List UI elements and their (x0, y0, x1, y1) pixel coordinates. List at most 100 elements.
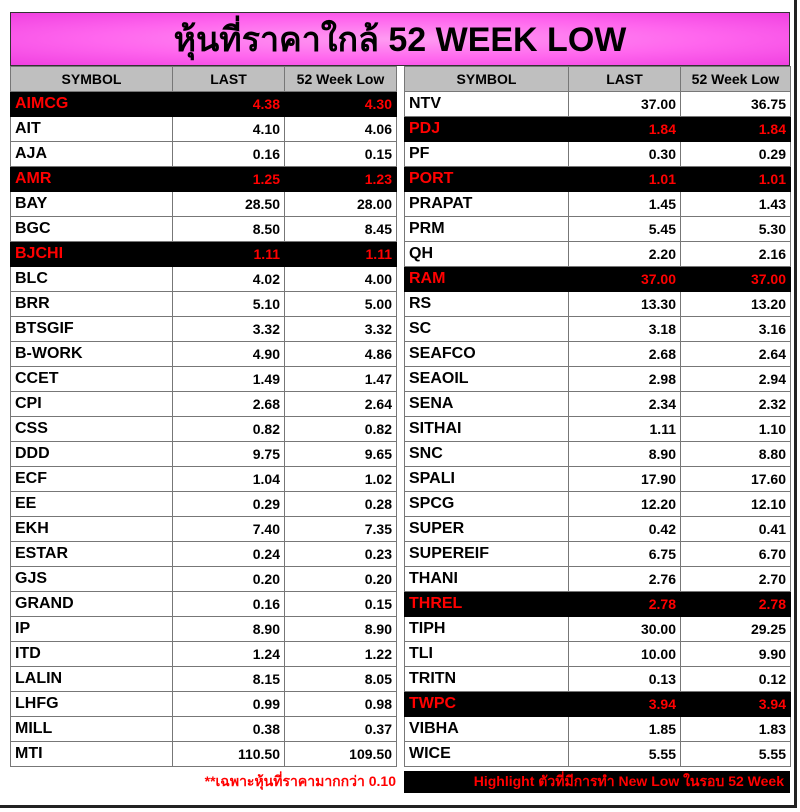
week-low-cell: 0.82 (284, 416, 397, 442)
symbol-cell: B-WORK (10, 341, 173, 367)
table-row: DDD 9.75 9.65 (10, 441, 397, 467)
table-row: SITHAI 1.11 1.10 (404, 416, 791, 442)
week-low-cell: 4.00 (284, 266, 397, 292)
last-price-cell: 0.38 (172, 716, 285, 742)
left-stock-table: SYMBOL LAST 52 Week Low AIMCG 4.38 4.30 AIT… (10, 66, 397, 767)
symbol-cell: IP (10, 616, 173, 642)
last-price-cell: 1.01 (568, 166, 681, 192)
symbol-cell: BTSGIF (10, 316, 173, 342)
table-row: RS 13.30 13.20 (404, 291, 791, 317)
week-low-cell: 36.75 (680, 91, 791, 117)
symbol-cell: SPCG (404, 491, 569, 517)
table-row: SC 3.18 3.16 (404, 316, 791, 342)
symbol-cell: BLC (10, 266, 173, 292)
table-row: GJS 0.20 0.20 (10, 566, 397, 592)
table-row: MTI 110.50 109.50 (10, 741, 397, 767)
week-low-cell: 5.55 (680, 741, 791, 767)
table-row: B-WORK 4.90 4.86 (10, 341, 397, 367)
symbol-cell: CPI (10, 391, 173, 417)
table-row: CCET 1.49 1.47 (10, 366, 397, 392)
last-price-cell: 2.76 (568, 566, 681, 592)
table-row: SPALI 17.90 17.60 (404, 466, 791, 492)
week-low-cell: 5.30 (680, 216, 791, 242)
table-row: SNC 8.90 8.80 (404, 441, 791, 467)
symbol-cell: BJCHI (10, 241, 173, 267)
last-price-cell: 0.29 (172, 491, 285, 517)
last-price-cell: 2.20 (568, 241, 681, 267)
symbol-cell: EE (10, 491, 173, 517)
table-row: TWPC 3.94 3.94 (404, 691, 791, 717)
symbol-cell: BAY (10, 191, 173, 217)
symbol-cell: GJS (10, 566, 173, 592)
week-low-cell: 2.70 (680, 566, 791, 592)
last-price-cell: 0.16 (172, 591, 285, 617)
week-low-cell: 1.23 (284, 166, 397, 192)
week-low-cell: 1.22 (284, 641, 397, 667)
symbol-cell: TLI (404, 641, 569, 667)
symbol-cell: DDD (10, 441, 173, 467)
table-row: PRM 5.45 5.30 (404, 216, 791, 242)
symbol-cell: LALIN (10, 666, 173, 692)
table-row: SEAFCO 2.68 2.64 (404, 341, 791, 367)
symbol-cell: WICE (404, 741, 569, 767)
week-low-cell: 4.86 (284, 341, 397, 367)
symbol-cell: TWPC (404, 691, 569, 717)
table-row: QH 2.20 2.16 (404, 241, 791, 267)
table-row: BGC 8.50 8.45 (10, 216, 397, 242)
week-low-cell: 0.15 (284, 591, 397, 617)
week-low-cell: 9.65 (284, 441, 397, 467)
week-low-cell: 8.90 (284, 616, 397, 642)
last-price-cell: 1.11 (172, 241, 285, 267)
last-price-cell: 0.42 (568, 516, 681, 542)
symbol-cell: AIMCG (10, 91, 173, 117)
table-row: SUPER 0.42 0.41 (404, 516, 791, 542)
symbol-cell: TRITN (404, 666, 569, 692)
symbol-cell: SENA (404, 391, 569, 417)
table-row: THREL 2.78 2.78 (404, 591, 791, 617)
symbol-cell: SUPER (404, 516, 569, 542)
header-symbol: SYMBOL (404, 66, 569, 92)
last-price-cell: 3.32 (172, 316, 285, 342)
last-price-cell: 8.15 (172, 666, 285, 692)
symbol-cell: ITD (10, 641, 173, 667)
week-low-cell: 4.30 (284, 91, 397, 117)
last-price-cell: 1.85 (568, 716, 681, 742)
table-row: BLC 4.02 4.00 (10, 266, 397, 292)
last-price-cell: 6.75 (568, 541, 681, 567)
table-row: NTV 37.00 36.75 (404, 91, 791, 117)
last-price-cell: 1.04 (172, 466, 285, 492)
table-row: TLI 10.00 9.90 (404, 641, 791, 667)
week-low-cell: 0.15 (284, 141, 397, 167)
week-low-cell: 0.41 (680, 516, 791, 542)
week-low-cell: 28.00 (284, 191, 397, 217)
symbol-cell: RS (404, 291, 569, 317)
header-52-week-low: 52 Week Low (284, 66, 397, 92)
week-low-cell: 1.47 (284, 366, 397, 392)
week-low-cell: 3.94 (680, 691, 791, 717)
symbol-cell: PRM (404, 216, 569, 242)
last-price-cell: 1.24 (172, 641, 285, 667)
symbol-cell: PORT (404, 166, 569, 192)
table-row: SEAOIL 2.98 2.94 (404, 366, 791, 392)
last-price-cell: 4.02 (172, 266, 285, 292)
symbol-cell: SUPEREIF (404, 541, 569, 567)
table-row: TIPH 30.00 29.25 (404, 616, 791, 642)
symbol-cell: BGC (10, 216, 173, 242)
week-low-cell: 6.70 (680, 541, 791, 567)
last-price-cell: 0.24 (172, 541, 285, 567)
last-price-cell: 8.50 (172, 216, 285, 242)
symbol-cell: GRAND (10, 591, 173, 617)
week-low-cell: 13.20 (680, 291, 791, 317)
table-row: THANI 2.76 2.70 (404, 566, 791, 592)
header-last: LAST (568, 66, 681, 92)
week-low-cell: 1.11 (284, 241, 397, 267)
table-row: RAM 37.00 37.00 (404, 266, 791, 292)
last-price-cell: 0.16 (172, 141, 285, 167)
symbol-cell: ESTAR (10, 541, 173, 567)
table-row: ESTAR 0.24 0.23 (10, 541, 397, 567)
week-low-cell: 8.05 (284, 666, 397, 692)
last-price-cell: 30.00 (568, 616, 681, 642)
last-price-cell: 4.38 (172, 91, 285, 117)
symbol-cell: PF (404, 141, 569, 167)
